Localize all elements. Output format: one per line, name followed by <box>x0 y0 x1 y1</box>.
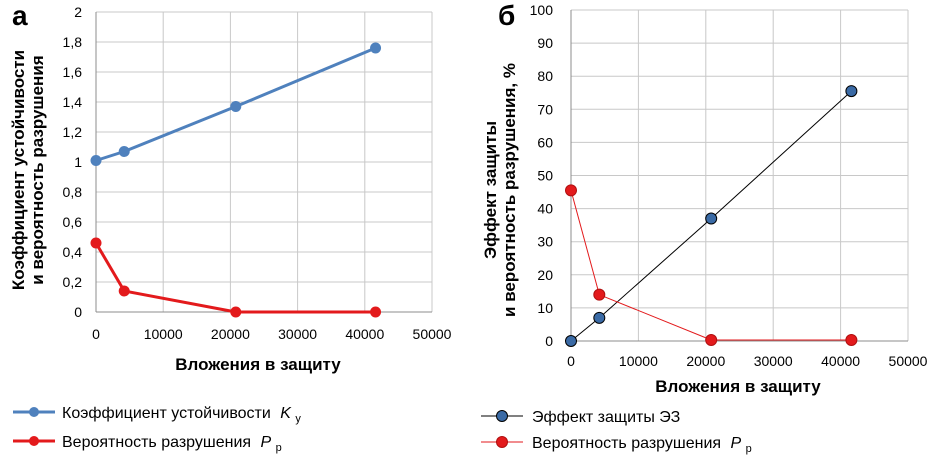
panel-b-series-1-point <box>565 184 577 197</box>
panel-a-x-tick-labels: 0 10000 20000 30000 40000 50000 <box>92 326 452 342</box>
panel-b-legend-swatch-destruction-marker <box>496 436 508 448</box>
panel-b-y-tick-label: 90 <box>537 35 553 51</box>
panel-a-x-tick-label: 30000 <box>278 326 317 342</box>
panel-b-x-tick-label: 10000 <box>619 353 658 369</box>
panel-a-x-tick-label: 40000 <box>345 326 384 342</box>
panel-a-series-1-point <box>90 237 102 249</box>
panel-b-x-tick-label: 30000 <box>754 353 793 369</box>
panel-b-chart: б 0 10 20 30 40 50 60 70 80 90 100 0 10000 20000 3000… <box>481 0 928 455</box>
panel-b-x-tick-label: 20000 <box>686 353 725 369</box>
panel-b-y-tick-labels: 0 10 20 30 40 50 60 70 80 90 100 <box>530 2 554 349</box>
panel-a-legend-label-destruction: Вероятность разрушения P р <box>62 434 282 454</box>
panel-b-y-tick-label: 80 <box>537 68 553 84</box>
panel-b-letter: б <box>498 0 515 31</box>
panel-a-gridlines <box>96 11 433 312</box>
panel-a-x-tick-label: 0 <box>92 326 100 342</box>
panel-a-series-0-line <box>95 46 377 162</box>
panel-a-y-tick-label: 1 <box>74 154 82 170</box>
panel-b-x-axis-title: Вложения в защиту <box>655 377 821 396</box>
panel-b-x-tick-label: 40000 <box>821 353 860 369</box>
panel-a-y-tick-label: 1,8 <box>63 34 83 50</box>
panel-b-gridlines <box>571 9 909 341</box>
panel-b-y-tick-label: 0 <box>545 333 553 349</box>
panel-b-y-tick-label: 70 <box>537 101 553 117</box>
panel-b-legend-text-destruction: Вероятность разрушения <box>532 435 721 452</box>
panel-a-legend-swatch-stability-marker <box>29 407 39 417</box>
panel-a-series-0-point <box>370 42 382 54</box>
panel-a-x-tick-label: 10000 <box>144 326 183 342</box>
panel-a-legend-text-destruction: Вероятность разрушения <box>62 434 251 451</box>
panel-a-series-1-line <box>94 242 376 314</box>
panel-b-series-1-point <box>845 334 858 347</box>
panel-a-legend-text-stability: Коэффициент устойчивости <box>62 405 271 422</box>
panel-a-series-0-point <box>118 146 130 157</box>
panel-b-legend-text-effect: Эффект защиты ЭЗ <box>532 409 680 426</box>
panel-b-legend-symbol-destruction: P <box>731 435 742 452</box>
panel-b-x-tick-label: 50000 <box>889 353 928 369</box>
panel-b-series-1-point <box>705 334 718 347</box>
panel-a-chart: а 0 0,2 0,4 0,6 0,8 1 1,2 1,4 1,6 1,8 2 0 10000 2000… <box>9 0 452 454</box>
panel-b-legend-subscript-destruction: р <box>746 443 752 455</box>
panel-b-legend-item-effect: Эффект защиты ЭЗ <box>481 409 680 426</box>
panel-a-series-0-point <box>90 155 102 166</box>
panel-b-series-0-point <box>705 212 718 225</box>
panel-a-series-1-point <box>230 306 242 318</box>
panel-b-legend-label-destruction: Вероятность разрушения P р <box>532 435 752 455</box>
panel-a-y-axis-title: Коэффициент устойчивости и вероятность р… <box>9 50 47 290</box>
panel-a-legend-subscript-destruction: р <box>276 442 282 454</box>
panel-b-x-tick-label: 0 <box>567 353 575 369</box>
panel-a-legend-item-stability: Коэффициент устойчивости K у <box>13 405 301 425</box>
panel-b-series-0-line <box>570 90 852 342</box>
panel-a-legend-item-destruction: Вероятность разрушения P р <box>13 434 282 454</box>
panel-b-legend: Эффект защиты ЭЗ Вероятность разрушения … <box>481 409 752 455</box>
panel-a-y-axis-title-line2: и вероятность разрушения <box>28 55 47 284</box>
panel-a-legend: Коэффициент устойчивости K у Вероятность… <box>13 405 301 454</box>
panel-b-y-tick-label: 30 <box>537 234 553 250</box>
panel-a-y-tick-label: 1,6 <box>63 64 83 80</box>
panel-a-series-1-point <box>118 285 130 297</box>
panel-b-y-tick-label: 40 <box>537 201 553 217</box>
panel-a-y-tick-label: 0,2 <box>63 274 83 290</box>
panel-b-y-tick-label: 20 <box>537 267 553 283</box>
panel-b-x-tick-labels: 0 10000 20000 30000 40000 50000 <box>567 353 928 369</box>
panel-a-y-tick-label: 1,4 <box>63 94 83 110</box>
panel-b-series-1-point <box>593 288 606 301</box>
panel-a-y-tick-label: 0,6 <box>63 214 83 230</box>
panel-b-series-1-line <box>570 190 852 341</box>
panel-b-series-0-point <box>845 85 858 98</box>
panel-a-legend-label-stability: Коэффициент устойчивости K у <box>62 405 301 425</box>
panel-b-y-tick-label: 60 <box>537 134 553 150</box>
panel-b-legend-label-effect: Эффект защиты ЭЗ <box>532 409 680 426</box>
panel-b-y-axis-title: Эффект защиты и вероятность разрушения, … <box>481 63 519 317</box>
panel-b-y-axis-title-line2: и вероятность разрушения, % <box>500 63 519 317</box>
panel-b-legend-item-destruction: Вероятность разрушения P р <box>481 435 752 455</box>
panel-b-y-tick-label: 10 <box>537 300 553 316</box>
panel-a-legend-symbol-stability: K <box>280 405 292 422</box>
panel-a-y-axis-title-line1: Коэффициент устойчивости <box>9 50 28 290</box>
panel-a-y-tick-label: 0,8 <box>63 184 83 200</box>
panel-a-y-tick-label: 0 <box>74 304 82 320</box>
panel-a-letter: а <box>12 0 28 31</box>
panel-a-y-tick-labels: 0 0,2 0,4 0,6 0,8 1 1,2 1,4 1,6 1,8 2 <box>63 4 83 320</box>
panel-a-series-1-point <box>370 306 382 318</box>
panel-a-y-tick-label: 2 <box>74 4 82 20</box>
panel-a-x-tick-label: 50000 <box>413 326 452 342</box>
panel-a-series-0-point <box>230 101 242 112</box>
panel-a-legend-symbol-destruction: P <box>261 434 272 451</box>
panel-b-series <box>565 85 858 347</box>
panel-a-legend-swatch-destruction-marker <box>29 436 39 446</box>
panel-a-legend-subscript-stability: у <box>295 413 301 425</box>
panel-b-series-0-point <box>565 335 577 347</box>
panel-a-y-tick-label: 0,4 <box>63 244 83 260</box>
panel-b-legend-swatch-effect-marker <box>496 410 508 422</box>
panel-a-x-tick-label: 20000 <box>211 326 250 342</box>
panel-b-y-tick-label: 100 <box>530 2 554 18</box>
panel-b-y-axis-title-line1: Эффект защиты <box>481 121 500 259</box>
panel-b-series-0-point <box>593 311 606 324</box>
panel-b-y-tick-label: 50 <box>537 168 553 184</box>
panel-a-x-axis-title: Вложения в защиту <box>175 355 341 374</box>
panel-a-y-tick-label: 1,2 <box>63 124 83 140</box>
panel-a-series <box>90 42 382 318</box>
